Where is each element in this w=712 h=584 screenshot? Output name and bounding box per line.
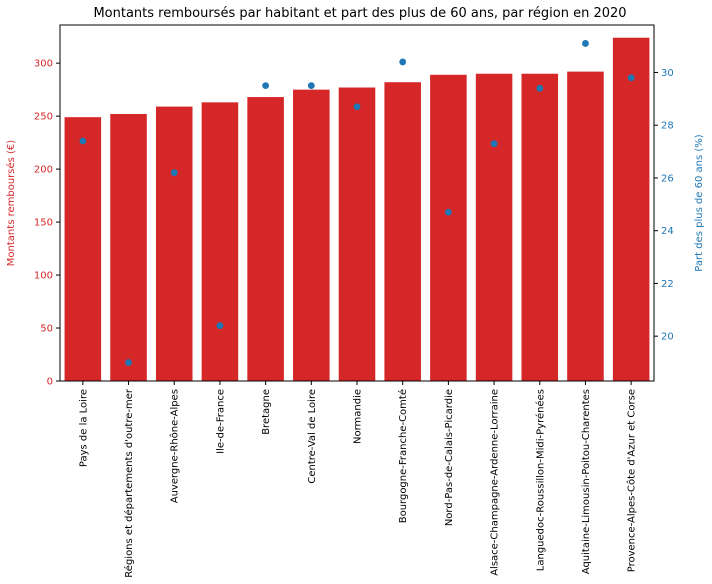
bar <box>110 114 147 381</box>
scatter-point <box>79 137 87 145</box>
bar <box>612 37 650 381</box>
scatter-point <box>399 58 407 66</box>
y2-axis-title: Part des plus de 60 ans (%) <box>694 134 705 272</box>
bar <box>155 106 193 381</box>
scatter-point <box>125 359 132 366</box>
bar <box>521 73 559 381</box>
y2-tick-label: 20 <box>661 332 674 343</box>
y2-tick-label: 28 <box>661 121 674 132</box>
x-tick-label: Nord-Pas-de-Calais-Picardie <box>444 389 455 526</box>
y2-tick-label: 22 <box>661 279 674 290</box>
y-tick-label: 150 <box>34 218 53 229</box>
y-tick-label: 100 <box>34 271 53 282</box>
scatter-point <box>353 103 361 111</box>
x-tick-label: Bourgogne-Franche-Comté <box>397 389 409 523</box>
bar <box>64 117 102 381</box>
scatter-point <box>490 140 498 148</box>
x-tick-label: Provence-Alpes-Côte d'Azur et Corse <box>626 389 638 572</box>
y2-tick-label: 30 <box>661 68 674 79</box>
bar <box>247 97 284 382</box>
scatter-point <box>216 322 224 330</box>
y2-tick-label: 26 <box>661 173 674 184</box>
points-layer <box>79 40 635 366</box>
x-tick-label: Pays de la Loire <box>78 389 89 467</box>
bar <box>567 71 604 381</box>
y-tick-label: 0 <box>47 377 53 388</box>
axes-layer: 0 50 100 150 200 250 300 20 22 24 26 28 30 Pays de la… <box>34 24 674 578</box>
y-tick-label: 200 <box>34 165 53 176</box>
bar <box>475 73 513 381</box>
bar <box>338 87 376 381</box>
x-tick-label: Languedoc-Roussillon-Midi-Pyrénées <box>534 389 546 571</box>
bar <box>201 102 239 381</box>
x-tick-label: Normandie <box>353 389 364 444</box>
y-axis-title: Montants remboursés (€) <box>5 140 17 266</box>
y2-tick-label: 24 <box>661 226 674 237</box>
y-tick-label: 50 <box>40 324 53 335</box>
scatter-point <box>627 74 635 82</box>
x-tick-label: Auvergne-Rhône-Alpes <box>169 389 181 503</box>
scatter-point <box>170 169 178 177</box>
scatter-point <box>262 82 270 90</box>
x-tick-label: Aquitaine-Limousin-Poitou-Charentes <box>581 389 592 574</box>
x-tick-label: Alsace-Champagne-Ardenne-Lorraine <box>490 389 501 576</box>
x-tick-label: Centre-Val de Loire <box>307 389 318 484</box>
scatter-point <box>582 40 589 47</box>
chart-title: Montants remboursés par habitant et part… <box>93 6 626 21</box>
x-tick-label: Ile-de-France <box>215 389 226 454</box>
bar <box>430 74 467 382</box>
x-tick-label: Régions et départements d'outre-mer <box>123 388 135 578</box>
scatter-point <box>307 82 315 90</box>
bar <box>384 82 421 381</box>
scatter-point <box>536 84 544 92</box>
y-tick-label: 300 <box>34 59 53 70</box>
y-tick-label: 250 <box>34 112 53 123</box>
x-tick-label: Bretagne <box>261 389 272 435</box>
bars-layer <box>64 37 650 382</box>
bar <box>293 89 330 381</box>
scatter-point <box>444 208 452 216</box>
